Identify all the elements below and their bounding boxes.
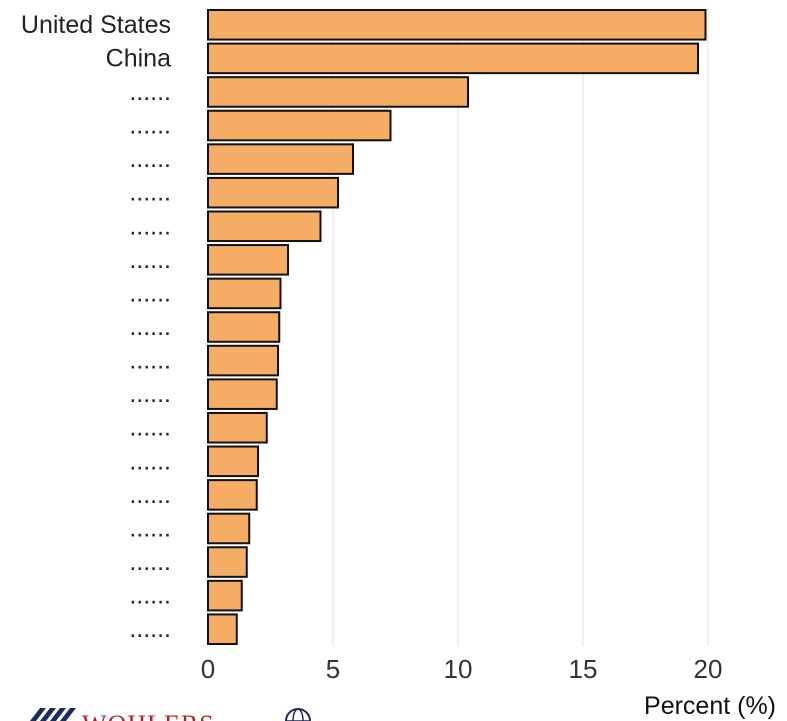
bar bbox=[207, 613, 238, 645]
bar bbox=[207, 546, 248, 578]
publisher-logo: WOHLERS bbox=[30, 708, 311, 721]
bar bbox=[207, 411, 268, 444]
bar bbox=[207, 445, 259, 478]
category-label: ...... bbox=[129, 380, 171, 408]
category-label: ...... bbox=[129, 447, 171, 475]
category-label: United States bbox=[21, 11, 171, 39]
grid-lines bbox=[332, 8, 709, 646]
category-label: ...... bbox=[129, 112, 171, 140]
x-tick-label: 5 bbox=[326, 654, 340, 684]
x-tick-label: 0 bbox=[201, 654, 215, 684]
x-tick-label: 10 bbox=[444, 654, 473, 684]
category-label: ...... bbox=[129, 145, 171, 173]
logo-wordmark: WOHLERS bbox=[82, 710, 215, 721]
bar bbox=[207, 9, 707, 41]
bar bbox=[207, 579, 243, 612]
bar bbox=[207, 42, 699, 75]
category-label: China bbox=[106, 44, 171, 72]
bar bbox=[207, 277, 282, 310]
category-label: ...... bbox=[129, 279, 171, 307]
category-label: ...... bbox=[129, 78, 171, 106]
bar bbox=[207, 344, 279, 377]
category-label: ...... bbox=[129, 246, 171, 274]
bar bbox=[207, 378, 278, 410]
category-label: ...... bbox=[129, 548, 171, 576]
bar bbox=[207, 76, 469, 108]
bar bbox=[207, 109, 392, 142]
category-label: ...... bbox=[129, 582, 171, 610]
category-label: ...... bbox=[129, 179, 171, 207]
bar bbox=[207, 311, 281, 343]
bar bbox=[207, 512, 251, 545]
bar bbox=[207, 176, 339, 209]
category-label: ...... bbox=[129, 347, 171, 375]
category-label: ...... bbox=[129, 313, 171, 341]
bar bbox=[207, 479, 258, 511]
category-labels: United States China......................… bbox=[21, 11, 171, 643]
bars-group bbox=[207, 9, 707, 645]
category-label: ...... bbox=[129, 481, 171, 509]
category-label: ...... bbox=[129, 212, 171, 240]
category-label: ...... bbox=[129, 414, 171, 442]
logo-stripes-icon bbox=[30, 708, 76, 721]
bar bbox=[207, 244, 289, 276]
x-tick-label: 20 bbox=[694, 654, 723, 684]
bar bbox=[207, 210, 322, 243]
x-tick-labels: 0 5 10 15 20 bbox=[201, 654, 723, 684]
x-axis-title: Percent (%) bbox=[644, 692, 776, 720]
x-tick-label: 15 bbox=[569, 654, 598, 684]
bar bbox=[207, 143, 354, 175]
globe-icon bbox=[285, 708, 311, 721]
category-label: ...... bbox=[129, 514, 171, 542]
category-label: ...... bbox=[129, 615, 171, 643]
